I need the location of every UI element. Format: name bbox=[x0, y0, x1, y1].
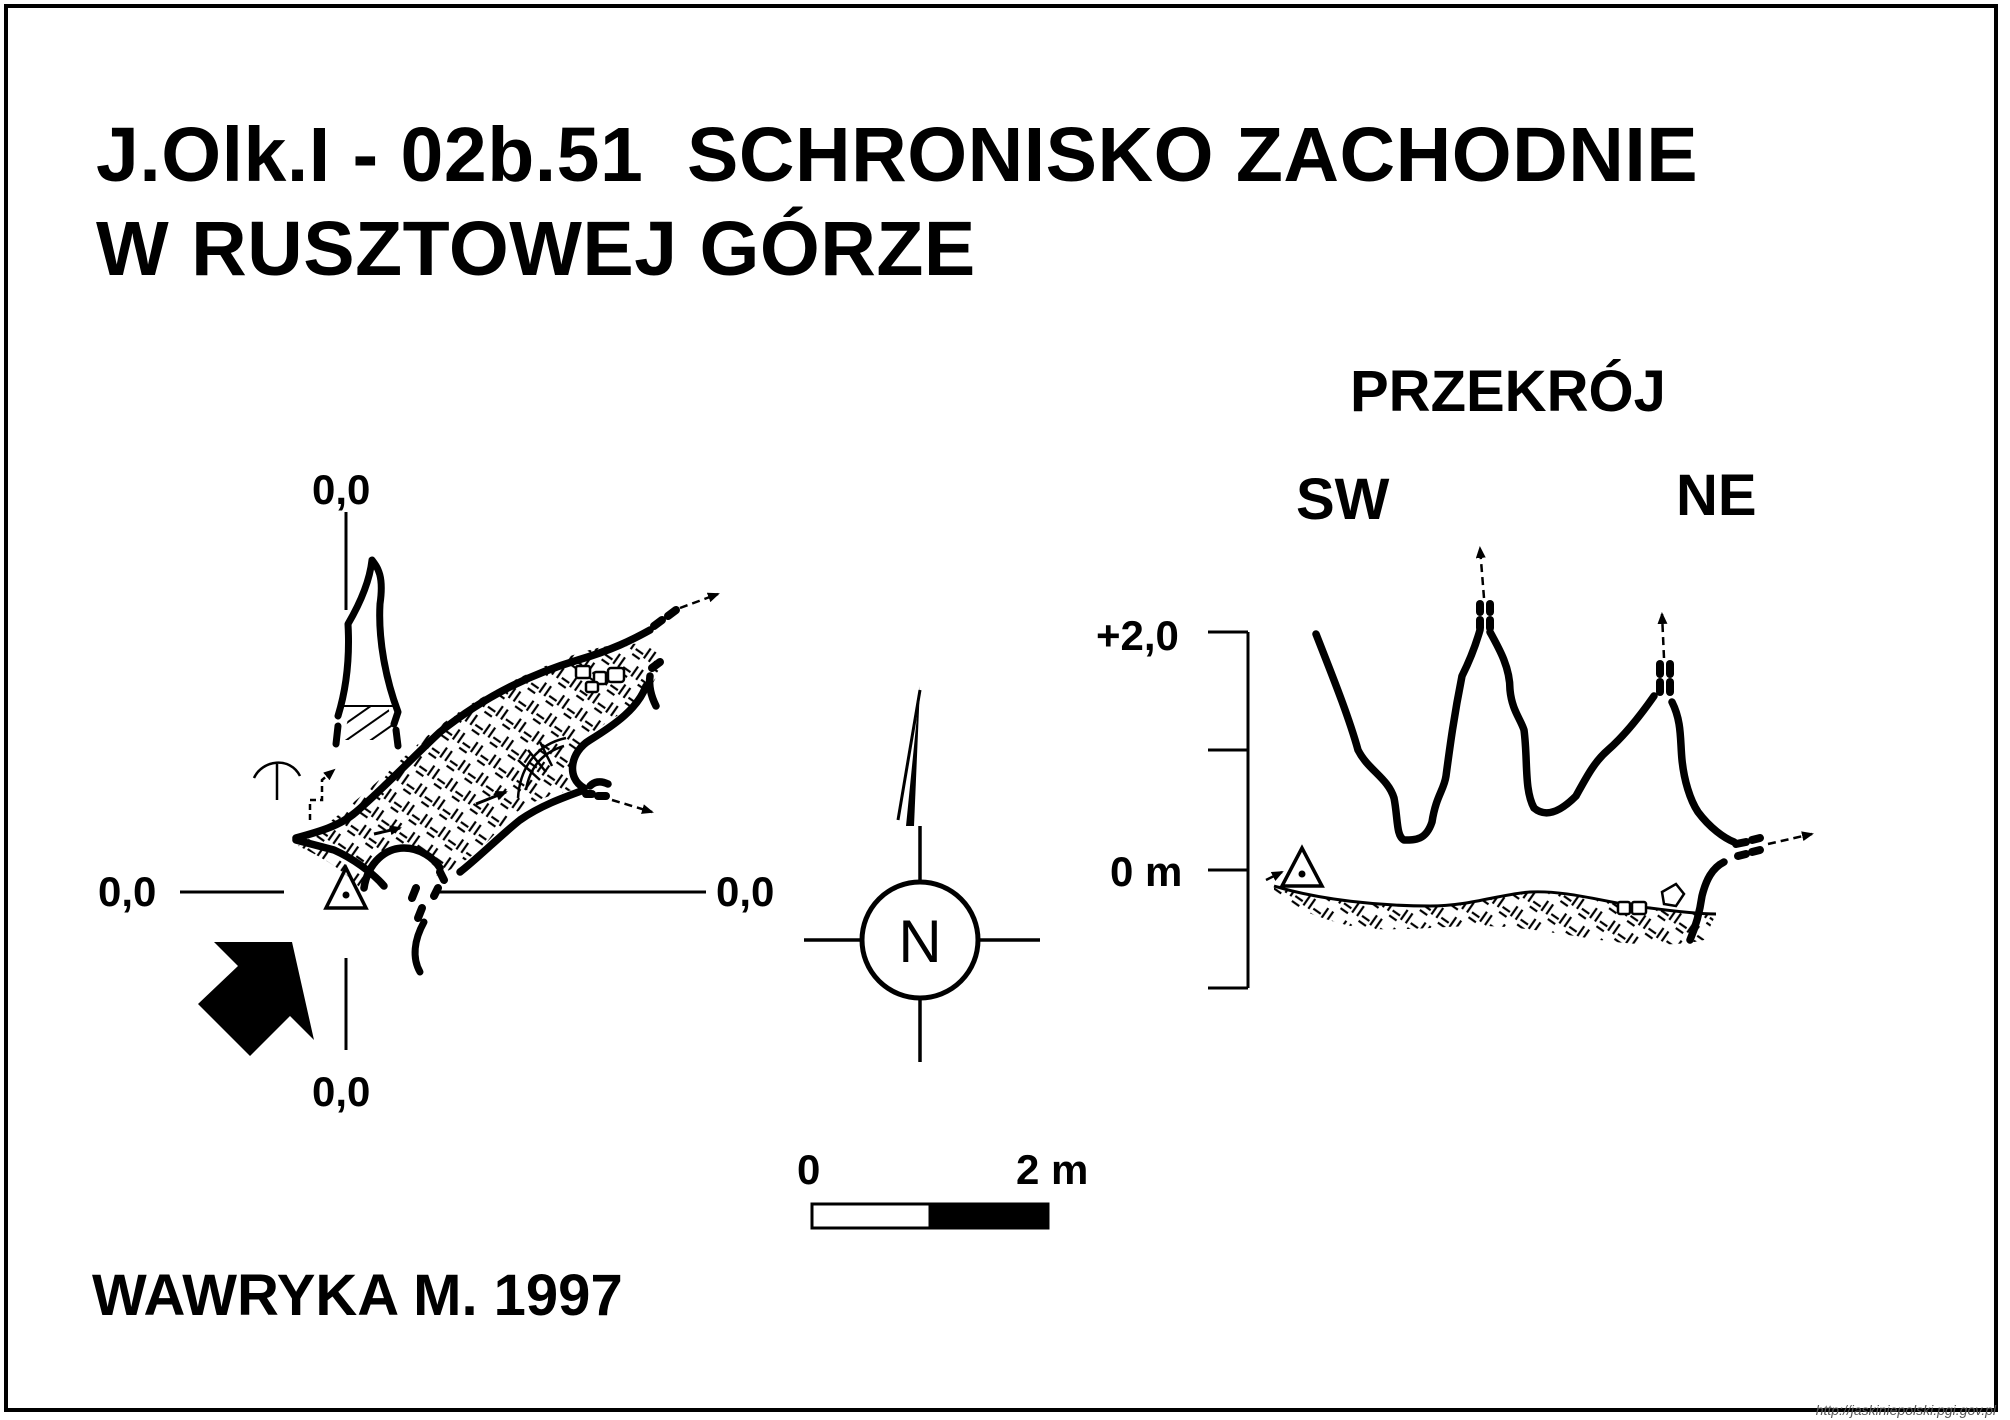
section-boulders-icon bbox=[1616, 882, 1686, 916]
scale-bar-end-label: 2 m bbox=[1016, 1146, 1089, 1193]
scale-bar-start-label: 0 bbox=[797, 1146, 821, 1193]
author-credit: WAWRYKA M. 1997 bbox=[92, 1263, 623, 1328]
section-floor-line bbox=[1273, 884, 1717, 916]
source-watermark: http://jaskiniepolski.pgi.gov.pl bbox=[1815, 1402, 1996, 1418]
section-direction-sw: SW bbox=[1296, 467, 1390, 532]
entrance-arrow-icon bbox=[198, 942, 314, 1056]
plan-inner-slope bbox=[373, 825, 402, 836]
plan-datum-top: 0,0 bbox=[312, 466, 371, 513]
north-needle-icon bbox=[906, 686, 920, 826]
section-survey-station-icon bbox=[1265, 844, 1325, 888]
plan-lower-exit bbox=[411, 918, 428, 976]
plan-inner-arrow bbox=[475, 790, 508, 806]
ceiling-step-icon bbox=[252, 761, 302, 800]
section-title: PRZEKRÓJ bbox=[1350, 359, 1666, 424]
plan-boulders-icon bbox=[574, 664, 626, 694]
section-ceiling-profile bbox=[1312, 626, 1484, 844]
plan-datum-right: 0,0 bbox=[716, 868, 775, 915]
plan-datum-left: 0,0 bbox=[98, 868, 157, 915]
plan-view bbox=[180, 512, 720, 1056]
section-height-scale bbox=[1208, 630, 1250, 990]
plan-cave-floor bbox=[298, 643, 661, 888]
plan-breakdown-arc-icon bbox=[516, 736, 567, 799]
survey-station-icon bbox=[323, 864, 369, 910]
map-title: J.Olk.I - 02b.51 SCHRONISKO ZACHODNIE W … bbox=[96, 108, 1698, 296]
plan-dashed-continuations bbox=[408, 606, 680, 922]
title-line-1: J.Olk.I - 02b.51 SCHRONISKO ZACHODNIE bbox=[96, 112, 1699, 198]
scale-bar bbox=[810, 1202, 1050, 1230]
section-tick-label-upper: +2,0 bbox=[1096, 612, 1179, 659]
section-view bbox=[1208, 546, 1814, 990]
plan-cave-outline bbox=[292, 626, 660, 892]
section-floor-sediment bbox=[1274, 884, 1716, 945]
compass-north-letter: N bbox=[898, 908, 941, 975]
sheet-border bbox=[4, 4, 1998, 1412]
plan-chimney-passage bbox=[332, 556, 402, 750]
plan-datum-bottom: 0,0 bbox=[312, 1068, 371, 1115]
north-arrow-compass: N bbox=[804, 686, 1040, 1062]
section-dashed-continuations bbox=[1476, 600, 1764, 860]
section-lower-wall bbox=[1686, 858, 1728, 944]
plan-datum-crosshair bbox=[180, 512, 706, 1050]
section-continuation-arrows bbox=[1475, 546, 1814, 846]
section-direction-ne: NE bbox=[1676, 463, 1757, 528]
section-tick-label-zero: 0 m bbox=[1110, 848, 1183, 895]
plan-continuation-arrows bbox=[308, 592, 720, 820]
section-ceiling-profile-2 bbox=[1486, 628, 1658, 817]
title-line-2: W RUSZTOWEJ GÓRZE bbox=[96, 206, 976, 292]
section-ceiling-profile-3 bbox=[1668, 698, 1738, 846]
